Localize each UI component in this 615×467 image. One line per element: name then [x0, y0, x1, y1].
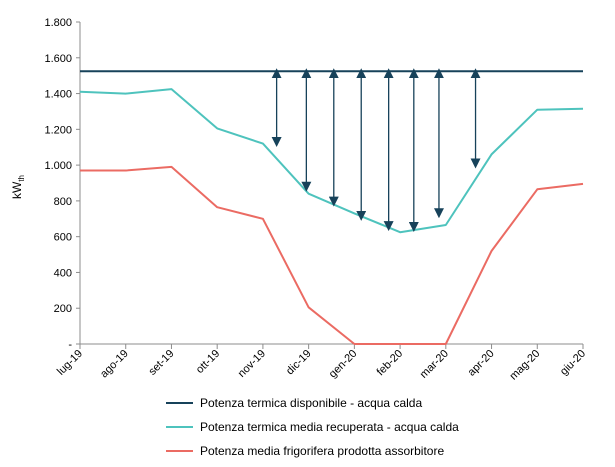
- x-tick-label: mag-20: [508, 348, 543, 383]
- y-tick-label: -: [68, 339, 72, 351]
- y-tick-label: 1.200: [44, 124, 72, 136]
- legend: Potenza termica disponibile - acqua cald…: [166, 396, 459, 458]
- double-arrows: [271, 68, 481, 232]
- x-tick-label: giu-20: [558, 348, 588, 378]
- series-lines: [79, 70, 584, 345]
- y-tick-label: 1.000: [44, 160, 72, 172]
- y-axis-title: kWth: [10, 175, 26, 199]
- x-tick-label: gen-20: [327, 348, 360, 381]
- legend-label-1: Potenza termica disponibile - acqua cald…: [200, 396, 422, 410]
- y-tick-label: 400: [54, 267, 72, 279]
- y-tick-label: 1.400: [44, 89, 72, 101]
- x-tick-label: lug-19: [55, 348, 85, 378]
- y-axis-label: kWth: [10, 175, 26, 199]
- y-tick-label: 200: [54, 303, 72, 315]
- legend-label-2: Potenza termica media recuperata - acqua…: [200, 420, 459, 434]
- y-tick-label: 600: [54, 232, 72, 244]
- x-tick-label: set-19: [146, 348, 176, 378]
- axes: [79, 22, 583, 345]
- x-tick-label: nov-19: [236, 348, 268, 380]
- x-tick-label: apr-20: [466, 348, 497, 379]
- x-tick-label: feb-20: [375, 348, 406, 379]
- x-axis-ticks: lug-19 ago-19 set-19 ott-19 nov-19 dic-19 gen-…: [55, 344, 588, 382]
- series-line-2: [79, 88, 584, 234]
- y-tick-label: 1.800: [44, 17, 72, 29]
- y-tick-label: 1.600: [44, 53, 72, 65]
- x-tick-label: ott-19: [194, 348, 222, 376]
- legend-label-3: Potenza media frigorifera prodotta assor…: [200, 444, 444, 458]
- y-axis-unit: kW: [10, 181, 24, 199]
- y-tick-label: 800: [54, 196, 72, 208]
- x-tick-label: dic-19: [284, 348, 314, 378]
- x-tick-label: ago-19: [98, 348, 131, 381]
- x-tick-label: mar-20: [418, 348, 451, 381]
- series-line-3: [80, 165, 584, 345]
- y-axis-ticks: - 200 400 600 800 1.000 1.200 1.400 1.600 1.800: [44, 17, 80, 351]
- y-axis-unit-subscript: th: [17, 175, 26, 182]
